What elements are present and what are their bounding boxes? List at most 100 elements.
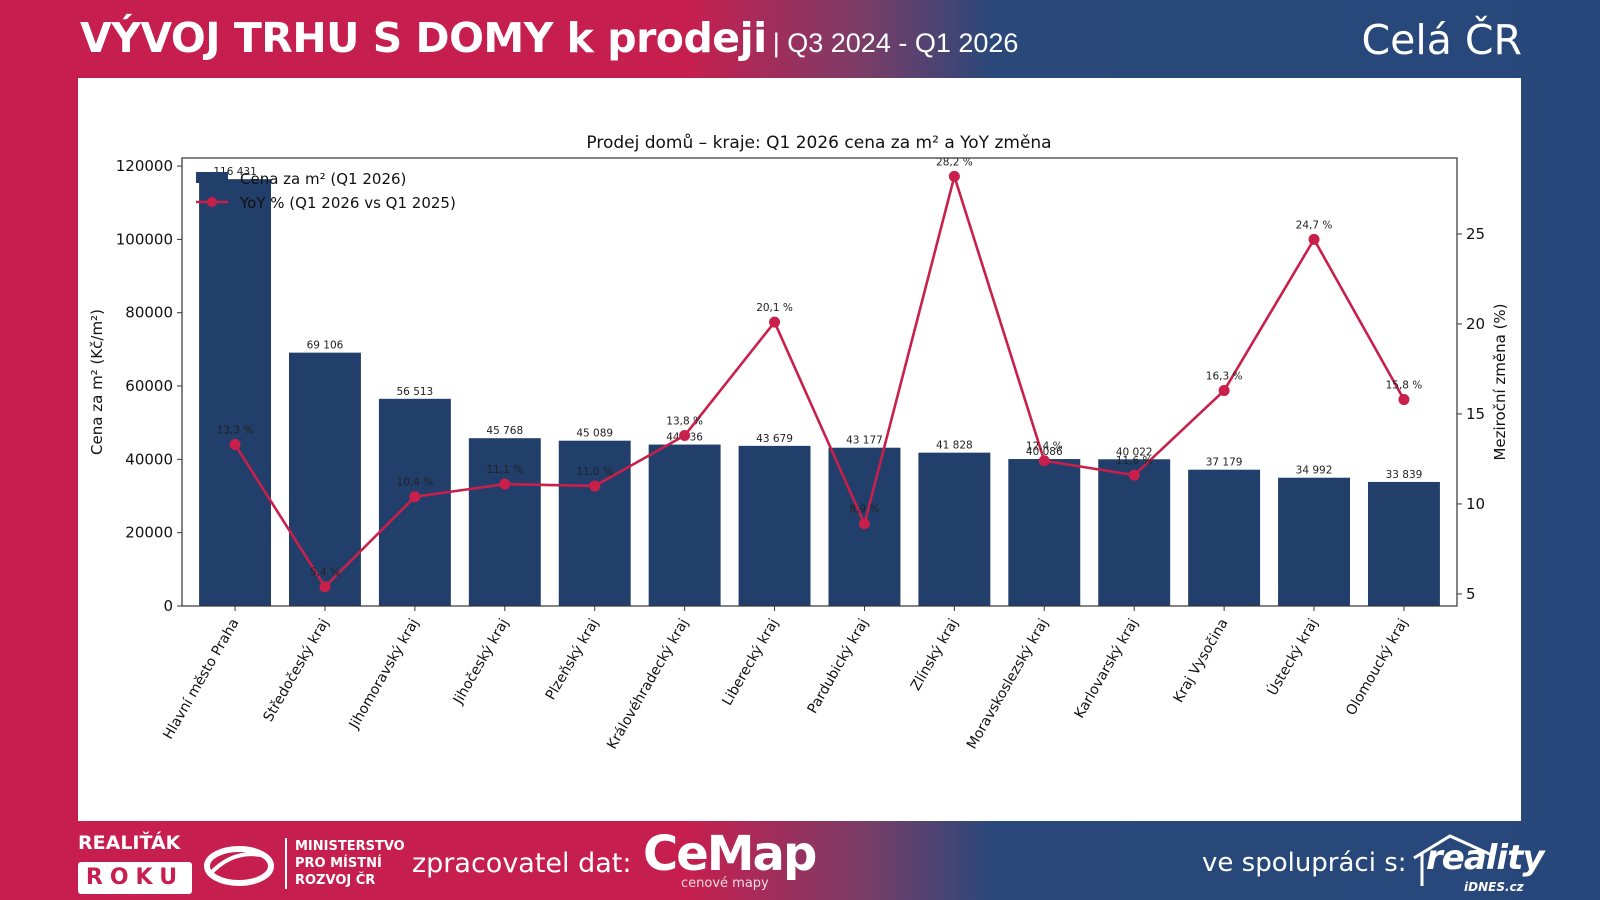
legend-bar-swatch [196,172,228,183]
yoy-point [1218,385,1230,397]
ministry-text: MINISTERSTVO PRO MÍSTNÍ ROZVOJ ČR [285,838,405,889]
x-tick-label: Královéhradecký kraj [604,616,692,752]
bar-value-label: 43 679 [756,433,793,445]
x-tick-label: Středočeský kraj [260,616,332,725]
y-tick-label: 120000 [116,157,173,175]
ministry-line3: ROZVOJ ČR [295,873,376,888]
bar [199,179,272,607]
y2-tick-label: 10 [1466,495,1485,513]
yoy-value-label: 12,4 % [1026,441,1063,453]
x-tick-label: Jihočeský kraj [450,616,512,708]
x-tick-label: Plzeňský kraj [543,616,602,703]
reality-brand: reality [1426,838,1544,878]
y2-tick-label: 5 [1466,585,1476,603]
y2-axis-label: Meziroční změna (%) [1491,303,1509,460]
yoy-value-label: 15,8 % [1386,380,1423,392]
bar-value-label: 41 828 [936,440,973,452]
ministry-line2: PRO MÍSTNÍ [295,856,382,871]
y-tick-label: 80000 [125,304,173,322]
bar [738,445,811,606]
bar [1008,459,1081,606]
y-tick-label: 20000 [125,524,173,542]
bar-value-label: 33 839 [1386,469,1423,481]
yoy-point [1038,455,1050,467]
x-tick-label: Jihomoravský kraj [346,616,422,732]
yoy-value-label: 8,9 % [849,504,879,516]
yoy-point [1308,233,1320,245]
yoy-value-label: 16,3 % [1206,371,1243,383]
ministry-logo-icon [204,846,274,886]
bar [918,452,991,606]
cemap-logo: CeMap cenové mapy [643,826,817,891]
idnes-brand: iDNES.cz [1464,880,1524,894]
y-axis-left: 0 20000 40000 60000 80000 100000 120000 [116,157,182,615]
y-axis-label: Cena za m² (Kč/m²) [88,309,106,455]
cemap-tagline: cenové mapy [681,876,769,891]
x-tick-label: Zlínský kraj [908,616,962,693]
house-icon [1413,834,1495,886]
y-axis-right: 5 10 15 20 25 [1457,225,1485,603]
bar [1278,477,1351,606]
bar-value-label: 37 179 [1206,457,1243,469]
y-tick-label: 40000 [125,450,173,468]
bars-group [199,179,1440,607]
yoy-point [948,170,960,182]
x-tick-label: Karlovarský kraj [1072,616,1142,721]
bar [1098,459,1171,606]
yoy-value-label: 20,1 % [756,302,793,314]
bar-value-label: 56 513 [397,386,434,398]
bar-value-label: 45 089 [576,428,613,440]
bar-value-label: 45 768 [486,425,523,437]
legend-bar-label: Cena za m² (Q1 2026) [240,170,406,188]
yoy-point [229,439,241,451]
yoy-value-label: 5,4 % [310,567,340,579]
y2-tick-label: 25 [1466,225,1485,243]
bar-value-label: 40 022 [1116,446,1153,458]
yoy-value-label: 10,4 % [397,477,434,489]
y-tick-label: 0 [163,597,173,615]
x-tick-label: Ústecký kraj [1263,615,1322,699]
yoy-value-label: 13,3 % [217,425,254,437]
yoy-point [589,480,601,492]
cemap-brand: CeMap [643,826,817,882]
legend-line-label: YoY % (Q1 2026 vs Q1 2025) [239,194,456,212]
yoy-labels-group: 13,3 % 5,4 % 10,4 % 11,1 % 11,0 % 13,8 % 20,1 … [217,156,1423,578]
yoy-point [769,316,781,328]
yoy-point [679,430,691,442]
yoy-point [409,491,421,503]
yoy-value-label: 13,8 % [666,416,703,428]
bar [558,440,631,606]
bar [648,444,721,606]
legend: Cena za m² (Q1 2026) YoY % (Q1 2026 vs Q… [196,170,456,212]
x-tick-label: Hlavní město Praha [160,616,242,742]
x-tick-label: Kraj Vysočina [1171,616,1232,706]
x-tick-label: Moravskoslezský kraj [964,616,1052,752]
yoy-value-label: 11,0 % [576,466,613,478]
plot-frame [181,157,1458,607]
x-tick-label: Liberecký kraj [719,616,782,709]
y-tick-label: 60000 [125,377,173,395]
award-title: REALIŤÁK [78,832,181,854]
bar [1367,481,1440,606]
title-main: VÝVOJ TRHU S DOMY k prodeji [80,14,767,62]
yoy-value-label: 11,1 % [486,464,523,476]
bar [378,398,451,606]
bar [1188,469,1261,606]
yoy-line-group [229,170,1410,593]
yoy-point [1128,469,1140,481]
legend-line-marker [207,197,217,207]
chart-title: Prodej domů – kraje: Q1 2026 cena za m² … [586,133,1051,153]
y2-tick-label: 15 [1466,405,1485,423]
ministry-line1: MINISTERSTVO [295,839,405,854]
yoy-value-label: 24,7 % [1296,219,1333,231]
partner-label: ve spolupráci s: [1202,848,1407,878]
bar-value-label: 34 992 [1296,465,1333,477]
yoy-value-label: 11,6 % [1116,455,1153,467]
yoy-line [233,175,1406,589]
yoy-point [1398,394,1410,406]
bar-value-label: 40 086 [1026,446,1063,458]
x-axis: Hlavní město Praha Středočeský kraj Jihomo… [160,606,1411,752]
award-badge: ROKU [78,862,192,894]
